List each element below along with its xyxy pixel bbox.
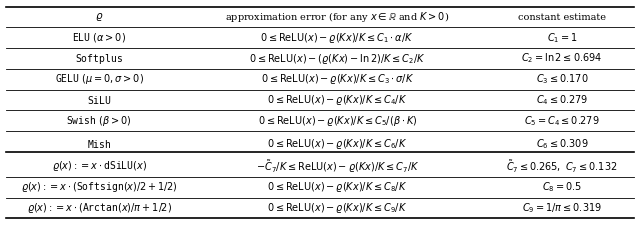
- Text: $C_6 \leq 0.309$: $C_6 \leq 0.309$: [536, 137, 588, 151]
- Text: $\mathtt{Mish}$: $\mathtt{Mish}$: [87, 138, 111, 150]
- Text: $0 \leq \mathrm{ReLU}(x) - \varrho(Kx)/K \leq C_1 \cdot \alpha/K$: $0 \leq \mathrm{ReLU}(x) - \varrho(Kx)/K…: [260, 31, 414, 45]
- Text: $\tilde{C}_7 \leq 0.265,\ C_7 \leq 0.132$: $\tilde{C}_7 \leq 0.265,\ C_7 \leq 0.132…: [506, 158, 618, 175]
- Text: $\mathtt{ELU}$ $(\alpha > 0)$: $\mathtt{ELU}$ $(\alpha > 0)$: [72, 31, 126, 44]
- Text: $-\tilde{C}_7/K \leq \mathrm{ReLU}(x) - \varrho(Kx)/K \leq C_7/K$: $-\tilde{C}_7/K \leq \mathrm{ReLU}(x) - …: [255, 158, 419, 175]
- Text: $\mathtt{SiLU}$: $\mathtt{SiLU}$: [87, 94, 111, 106]
- Text: $\varrho(x) := x \cdot \mathtt{dSiLU}(x)$: $\varrho(x) := x \cdot \mathtt{dSiLU}(x)…: [52, 159, 147, 173]
- Text: $\varrho(x) := x \cdot (\mathtt{Arctan}(x)/\pi + 1/2)$: $\varrho(x) := x \cdot (\mathtt{Arctan}(…: [27, 201, 172, 215]
- Text: $C_2 = \ln 2 \leq 0.694$: $C_2 = \ln 2 \leq 0.694$: [521, 52, 603, 65]
- Text: $0 \leq \mathrm{ReLU}(x) - (\varrho(Kx) - \ln 2)/K \leq C_2/K$: $0 \leq \mathrm{ReLU}(x) - (\varrho(Kx) …: [249, 52, 426, 66]
- Text: approximation error (for any $x \in \mathbb{R}$ and $K > 0$): approximation error (for any $x \in \mat…: [225, 10, 449, 24]
- Text: $C_8 = 0.5$: $C_8 = 0.5$: [542, 180, 582, 194]
- Text: $0 \leq \mathrm{ReLU}(x) - \varrho(Kx)/K \leq C_4/K$: $0 \leq \mathrm{ReLU}(x) - \varrho(Kx)/K…: [267, 93, 408, 107]
- Text: $0 \leq \mathrm{ReLU}(x) - \varrho(Kx)/K \leq C_8/K$: $0 \leq \mathrm{ReLU}(x) - \varrho(Kx)/K…: [267, 180, 408, 194]
- Text: $\mathtt{GELU}$ $(\mu = 0, \sigma > 0)$: $\mathtt{GELU}$ $(\mu = 0, \sigma > 0)$: [54, 72, 144, 86]
- Text: $\varrho(x) := x \cdot (\mathtt{Softsign}(x)/2 + 1/2)$: $\varrho(x) := x \cdot (\mathtt{Softsign…: [21, 180, 177, 194]
- Text: $C_4 \leq 0.279$: $C_4 \leq 0.279$: [536, 93, 588, 107]
- Text: $\mathtt{Swish}$ $(\beta > 0)$: $\mathtt{Swish}$ $(\beta > 0)$: [67, 114, 132, 128]
- Text: $C_1 = 1$: $C_1 = 1$: [547, 31, 577, 45]
- Text: $C_5 = C_4 \leq 0.279$: $C_5 = C_4 \leq 0.279$: [524, 114, 600, 128]
- Text: $0 \leq \mathrm{ReLU}(x) - \varrho(Kx)/K \leq C_3 \cdot \sigma/K$: $0 \leq \mathrm{ReLU}(x) - \varrho(Kx)/K…: [260, 72, 414, 86]
- Text: constant estimate: constant estimate: [518, 13, 606, 22]
- Text: $0 \leq \mathrm{ReLU}(x) - \varrho(Kx)/K \leq C_9/K$: $0 \leq \mathrm{ReLU}(x) - \varrho(Kx)/K…: [267, 201, 408, 215]
- Text: $\varrho$: $\varrho$: [95, 11, 104, 23]
- Text: $\mathtt{Softplus}$: $\mathtt{Softplus}$: [76, 52, 123, 66]
- Text: $C_3 \leq 0.170$: $C_3 \leq 0.170$: [536, 72, 588, 86]
- Text: $0 \leq \mathrm{ReLU}(x) - \varrho(Kx)/K \leq C_5/(\beta \cdot K)$: $0 \leq \mathrm{ReLU}(x) - \varrho(Kx)/K…: [257, 114, 417, 128]
- Text: $C_9 = 1/\pi \leq 0.319$: $C_9 = 1/\pi \leq 0.319$: [522, 201, 602, 215]
- Text: $0 \leq \mathrm{ReLU}(x) - \varrho(Kx)/K \leq C_6/K$: $0 \leq \mathrm{ReLU}(x) - \varrho(Kx)/K…: [267, 137, 408, 151]
